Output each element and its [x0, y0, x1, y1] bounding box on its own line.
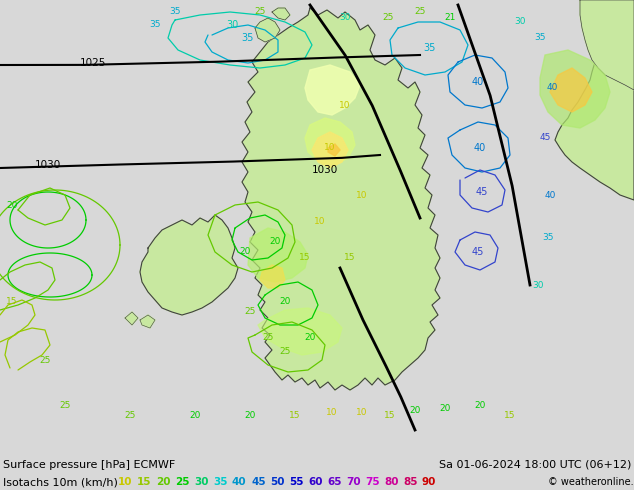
- Text: 25: 25: [382, 14, 394, 23]
- Text: 10: 10: [356, 191, 368, 199]
- Polygon shape: [555, 0, 634, 200]
- Text: 85: 85: [403, 477, 418, 487]
- Text: 90: 90: [422, 477, 436, 487]
- Text: 60: 60: [308, 477, 323, 487]
- Text: 20: 20: [439, 403, 451, 413]
- Text: 35: 35: [534, 33, 546, 43]
- Text: 30: 30: [533, 280, 544, 290]
- Text: 1030: 1030: [35, 160, 61, 170]
- Polygon shape: [260, 265, 285, 288]
- Text: 10: 10: [324, 144, 336, 152]
- Text: 15: 15: [137, 477, 152, 487]
- Text: 40: 40: [545, 191, 555, 199]
- Text: 40: 40: [474, 143, 486, 153]
- Polygon shape: [125, 312, 138, 325]
- Text: 35: 35: [213, 477, 228, 487]
- Text: 25: 25: [60, 400, 70, 410]
- Text: 25: 25: [414, 7, 425, 17]
- Text: 65: 65: [327, 477, 342, 487]
- Text: Isotachs 10m (km/h): Isotachs 10m (km/h): [3, 477, 118, 487]
- Polygon shape: [550, 68, 592, 112]
- Polygon shape: [255, 18, 280, 42]
- Text: 10: 10: [327, 408, 338, 416]
- Text: 35: 35: [169, 7, 181, 17]
- Text: 25: 25: [175, 477, 190, 487]
- Text: 75: 75: [365, 477, 380, 487]
- Text: 15: 15: [384, 411, 396, 419]
- Text: 30: 30: [514, 18, 526, 26]
- Text: 40: 40: [472, 77, 484, 87]
- Text: 1030: 1030: [312, 165, 339, 175]
- Text: 25: 25: [244, 308, 256, 317]
- Text: 21: 21: [444, 14, 456, 23]
- Text: Surface pressure [hPa] ECMWF: Surface pressure [hPa] ECMWF: [3, 460, 175, 470]
- Polygon shape: [248, 228, 308, 282]
- Text: 45: 45: [251, 477, 266, 487]
- Polygon shape: [328, 144, 340, 156]
- Text: 70: 70: [346, 477, 361, 487]
- Polygon shape: [312, 132, 348, 168]
- Text: 20: 20: [410, 406, 421, 415]
- Polygon shape: [140, 215, 238, 315]
- Polygon shape: [305, 118, 355, 165]
- Text: 25: 25: [280, 347, 290, 357]
- Text: 10: 10: [339, 100, 351, 109]
- Text: 40: 40: [232, 477, 247, 487]
- Text: 20: 20: [190, 411, 201, 419]
- Text: 45: 45: [472, 247, 484, 257]
- Text: 20: 20: [304, 334, 316, 343]
- Text: 20: 20: [269, 238, 281, 246]
- Text: 30: 30: [226, 20, 238, 30]
- Text: 80: 80: [384, 477, 399, 487]
- Text: 45: 45: [540, 133, 551, 143]
- Text: 35: 35: [149, 21, 161, 29]
- Text: 25: 25: [39, 356, 51, 365]
- Polygon shape: [272, 8, 290, 20]
- Text: 10: 10: [314, 218, 326, 226]
- Text: 25: 25: [262, 334, 274, 343]
- Text: 20: 20: [474, 400, 486, 410]
- Text: 15: 15: [299, 253, 311, 263]
- Text: 35: 35: [424, 43, 436, 53]
- Text: 15: 15: [289, 411, 301, 419]
- Text: 20: 20: [280, 297, 290, 307]
- Text: 25: 25: [254, 7, 266, 17]
- Text: 1025: 1025: [80, 58, 107, 68]
- Text: 35: 35: [542, 234, 553, 243]
- Text: 25: 25: [124, 411, 136, 419]
- Text: 40: 40: [547, 83, 558, 93]
- Text: 30: 30: [339, 14, 351, 23]
- Text: 15: 15: [504, 411, 515, 419]
- Text: 20: 20: [156, 477, 171, 487]
- Polygon shape: [305, 65, 360, 115]
- Polygon shape: [242, 8, 440, 390]
- Text: 10: 10: [118, 477, 133, 487]
- Polygon shape: [140, 315, 155, 328]
- Text: 55: 55: [289, 477, 304, 487]
- Text: Sa 01-06-2024 18:00 UTC (06+12): Sa 01-06-2024 18:00 UTC (06+12): [439, 460, 631, 470]
- Polygon shape: [258, 308, 342, 355]
- Text: 20: 20: [239, 247, 250, 256]
- Text: 15: 15: [344, 253, 356, 263]
- Text: 35: 35: [242, 33, 254, 43]
- Text: 30: 30: [194, 477, 209, 487]
- Polygon shape: [580, 0, 634, 90]
- Text: 50: 50: [270, 477, 285, 487]
- Text: 15: 15: [6, 297, 18, 307]
- Text: 20: 20: [6, 200, 18, 210]
- Text: © weatheronline.co.uk: © weatheronline.co.uk: [548, 477, 634, 487]
- Polygon shape: [540, 50, 610, 128]
- Text: 10: 10: [356, 408, 368, 416]
- Text: 45: 45: [476, 187, 488, 197]
- Text: 20: 20: [244, 411, 256, 419]
